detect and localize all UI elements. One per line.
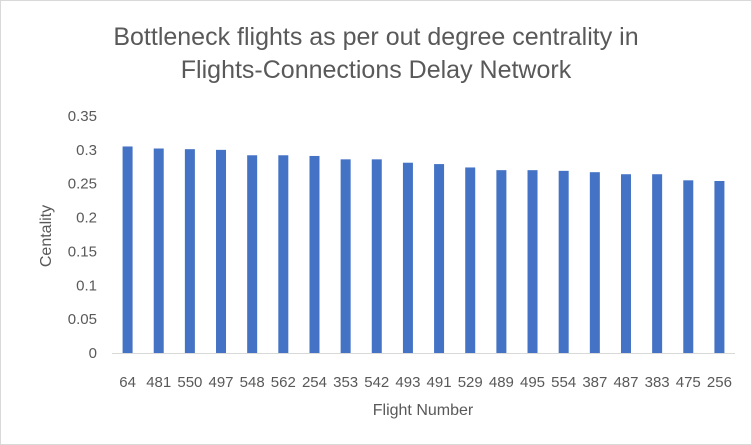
y-tick-label: 0.35 [68, 108, 97, 125]
x-tick-label: 487 [613, 374, 638, 391]
x-tick-label: 495 [520, 374, 545, 391]
bar [465, 167, 476, 353]
bar [371, 159, 382, 353]
chart-title-line-2: Flights-Connections Delay Network [180, 56, 572, 84]
y-axis-label: Centality [38, 205, 55, 267]
x-tick-label: 489 [489, 374, 514, 391]
x-tick-label: 64 [119, 374, 136, 391]
bar [278, 155, 289, 353]
x-axis-label: Flight Number [373, 402, 474, 419]
x-tick-label: 548 [240, 374, 265, 391]
bar [184, 149, 195, 353]
x-tick-label: 256 [707, 374, 732, 391]
bar [558, 170, 569, 353]
x-tick-label: 383 [645, 374, 670, 391]
y-tick-label: 0.05 [68, 311, 97, 328]
y-tick-label: 0.25 [68, 176, 97, 193]
bar [527, 170, 538, 353]
x-tick-label: 493 [395, 374, 420, 391]
bar [496, 170, 507, 353]
bar [434, 164, 445, 353]
bar [683, 180, 694, 353]
x-tick-label: 387 [582, 374, 607, 391]
bar [340, 159, 351, 353]
bar [714, 181, 725, 353]
x-tick-label: 497 [209, 374, 234, 391]
bar [652, 174, 663, 353]
x-tick-label: 529 [458, 374, 483, 391]
x-axis-ticks: 64 481 550 497 548 562 254 353 542 493 491 529 489 49… [119, 374, 732, 391]
x-tick-label: 550 [177, 374, 202, 391]
x-tick-label: 554 [551, 374, 576, 391]
bar [402, 162, 413, 353]
y-tick-label: 0.1 [76, 277, 97, 294]
x-tick-label: 562 [271, 374, 296, 391]
bars [122, 146, 725, 353]
x-tick-label: 475 [676, 374, 701, 391]
x-tick-label: 542 [364, 374, 389, 391]
bar [309, 155, 320, 353]
bar [153, 148, 164, 353]
bar [620, 174, 631, 353]
chart-title: Bottleneck flights as per out degree cen… [1, 21, 751, 87]
x-tick-label: 254 [302, 374, 327, 391]
bar [216, 149, 227, 353]
y-tick-label: 0.2 [76, 210, 97, 227]
x-tick-label: 491 [427, 374, 452, 391]
bar [247, 155, 258, 353]
x-tick-label: 481 [146, 374, 171, 391]
chart-title-line-1: Bottleneck flights as per out degree cen… [113, 23, 639, 51]
y-tick-label: 0.15 [68, 243, 97, 260]
bar [589, 172, 600, 353]
bar [122, 146, 133, 353]
y-tick-label: 0 [89, 345, 97, 362]
y-axis-ticks: 0 0.05 0.1 0.15 0.2 0.25 0.3 0.35 [68, 108, 97, 362]
y-tick-label: 0.3 [76, 142, 97, 159]
x-tick-label: 353 [333, 374, 358, 391]
